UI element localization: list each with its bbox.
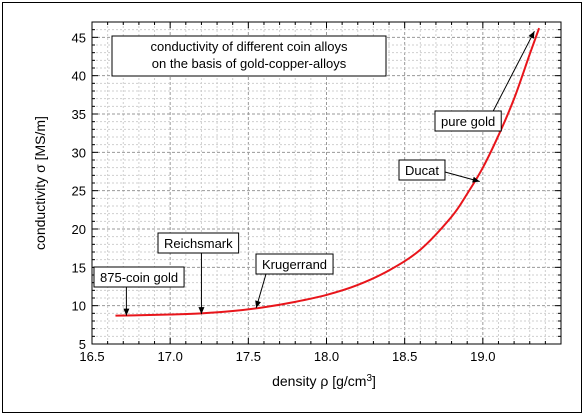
annotation-arrowhead xyxy=(255,300,261,308)
annotation-box xyxy=(93,266,185,288)
figure-frame xyxy=(2,2,582,413)
chart-title-line-2: on the basis of gold-copper-alloys xyxy=(152,56,347,71)
y-tick-label: 30 xyxy=(72,145,86,160)
x-axis-label-superscript: 3 xyxy=(366,373,372,384)
annotation: Krugerrand xyxy=(255,253,334,309)
annotation-label: 875-coin gold xyxy=(100,270,178,285)
y-tick-label: 45 xyxy=(72,30,86,45)
annotation-label: pure gold xyxy=(441,114,495,129)
annotation-label: Krugerrand xyxy=(262,257,327,272)
annotation-arrowhead xyxy=(528,31,535,39)
y-tick-label: 5 xyxy=(79,337,86,352)
annotation: Ducat xyxy=(398,159,480,183)
y-tick-label: 10 xyxy=(72,299,86,314)
annotation-arrowhead xyxy=(198,307,205,315)
annotation-box xyxy=(434,110,502,132)
chart-title-line-1: conductivity of different coin alloys xyxy=(150,39,348,54)
annotation: 875-coin gold xyxy=(93,266,185,316)
title-box: conductivity of different coin alloys on… xyxy=(111,35,387,77)
annotation-arrowhead xyxy=(472,176,480,183)
annotation: pure gold xyxy=(434,30,535,132)
title-box-border xyxy=(111,35,387,77)
annotation-arrowhead xyxy=(123,308,130,316)
x-axis-label: density ρ [g/cm3] xyxy=(272,373,376,390)
annotation-label: Ducat xyxy=(405,163,439,178)
annotations: 875-coin gold Reichsmark Krugerrand Ducat pu… xyxy=(93,30,535,316)
y-axis-label: conductivity σ [MS/m] xyxy=(32,116,48,250)
annotation-label: Reichsmark xyxy=(164,236,233,251)
y-tick-label: 25 xyxy=(72,184,86,199)
x-tick-label: 18.0 xyxy=(314,349,339,364)
annotation: Reichsmark xyxy=(157,232,240,315)
y-tick-label: 20 xyxy=(72,222,86,237)
tick-labels: 16.5 17.0 17.5 18.0 18.5 19.0 5 10 15 20 25 30 35 40 4… xyxy=(72,30,496,364)
axis-ticks xyxy=(92,22,561,344)
annotation-box xyxy=(398,159,446,181)
x-tick-label: 17.5 xyxy=(236,349,261,364)
y-tick-label: 40 xyxy=(72,69,86,84)
x-tick-label: 16.5 xyxy=(79,349,104,364)
x-tick-label: 19.0 xyxy=(470,349,495,364)
y-tick-label: 15 xyxy=(72,260,86,275)
y-tick-label: 35 xyxy=(72,107,86,122)
annotation-arrow xyxy=(492,30,535,112)
x-tick-label: 18.5 xyxy=(392,349,417,364)
x-tick-label: 17.0 xyxy=(158,349,183,364)
annotation-box xyxy=(157,232,240,254)
series-line xyxy=(115,27,541,317)
annotation-box xyxy=(255,253,334,275)
